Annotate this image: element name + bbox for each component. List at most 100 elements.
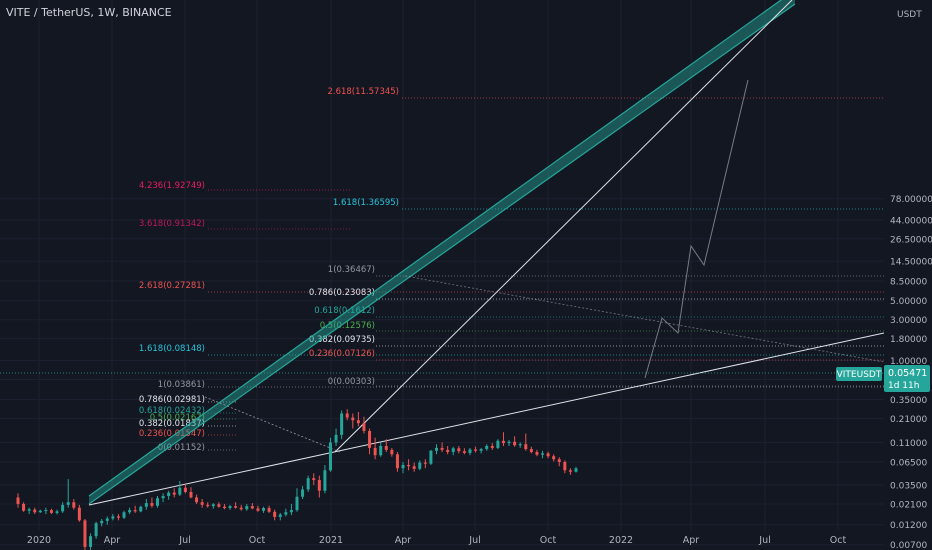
candle [44, 507, 48, 515]
fib-level-label: 1(0.03861) [158, 380, 205, 390]
candle [72, 498, 76, 510]
candle [133, 505, 137, 513]
fib-level-label: 0.5(0.12576) [320, 321, 375, 331]
candle [245, 503, 249, 511]
candle [568, 468, 572, 475]
candle [479, 447, 483, 454]
fib-level-label: 0.236(0.07126) [309, 349, 375, 359]
candle [161, 493, 165, 503]
candle [100, 519, 104, 527]
time-tick-label: Jul [758, 535, 770, 546]
candle [195, 494, 199, 504]
candle [423, 459, 427, 469]
price-tick-label: 26.50000 [890, 235, 932, 245]
candle [563, 460, 567, 474]
grid-lines [0, 0, 884, 546]
candle [541, 450, 545, 459]
candle [418, 460, 422, 471]
fibonacci-levels: 2.618(11.57345) 4.236(1.92749) 1.618(1.365… [139, 87, 884, 453]
price-tick-label: 0.11000 [890, 439, 927, 449]
price-tick-label: 0.06500 [890, 458, 927, 468]
candle [22, 502, 26, 512]
channel-lower-line [88, 3, 796, 505]
candle [27, 507, 31, 515]
trend-lines [0, 0, 885, 506]
candle [156, 496, 159, 508]
fib-level-label: 0(0.00303) [328, 377, 375, 387]
price-tick-label: 14.50000 [890, 258, 932, 268]
fib-level-label: 3.618(0.91342) [139, 219, 205, 229]
projection-path [644, 79, 749, 379]
time-tick-label: Oct [540, 535, 557, 546]
candle [289, 503, 293, 516]
time-tick-label: Jul [468, 535, 480, 546]
candle [468, 447, 472, 456]
green-channel [89, 0, 795, 504]
candle [178, 480, 182, 497]
candle [429, 449, 433, 465]
candle [66, 479, 70, 508]
candle [49, 508, 53, 515]
candle [83, 519, 87, 550]
candle [267, 505, 271, 513]
candle [323, 464, 327, 494]
fib-anchor-line [204, 396, 341, 453]
price-tick-label: 1.00000 [890, 357, 927, 367]
price-badge-value: 0.05471 [888, 368, 927, 379]
candle [373, 437, 377, 460]
candle [77, 504, 81, 522]
fib-level-label: 0.5(0.02167) [150, 413, 205, 423]
candle [334, 428, 338, 446]
price-tick-label: 78.00000 [890, 195, 932, 205]
fib-level-label: 4.236(1.92749) [139, 181, 205, 191]
fib-level-label: 0.618(0.02432) [139, 406, 205, 416]
steep-trendline [334, 0, 793, 453]
fib-level-label: 0.786(0.23083) [309, 288, 375, 298]
candle [217, 502, 221, 508]
candle [507, 439, 511, 446]
candle [457, 446, 461, 454]
candle [94, 521, 98, 539]
candle [33, 507, 37, 515]
candle [144, 498, 148, 510]
fib-level-label: 2.618(11.57345) [327, 87, 399, 97]
candle [490, 443, 494, 450]
candle [312, 473, 316, 485]
candle [306, 475, 310, 492]
fib-level-label: 0(0.01152) [158, 443, 205, 453]
candle [16, 493, 20, 508]
candle [239, 504, 243, 511]
candle [501, 432, 505, 446]
candle [518, 442, 522, 448]
candle [273, 509, 277, 521]
candle [435, 444, 438, 455]
price-tick-label: 0.00700 [890, 541, 927, 550]
time-tick-label: 2021 [319, 535, 343, 546]
time-tick-label: Jul [178, 535, 190, 546]
candle [384, 439, 388, 453]
candle [524, 433, 528, 451]
candle [183, 483, 187, 494]
candlestick-series [16, 409, 578, 550]
candle [55, 509, 59, 515]
candle [351, 413, 355, 429]
price-axis: 78.00000 44.00000 26.50000 14.50000 8.50000 5… [884, 0, 932, 550]
candle [462, 448, 466, 455]
candle [474, 446, 478, 453]
price-badge-bg [884, 365, 930, 392]
fib-level-label: 0.618(0.1612) [314, 306, 375, 316]
candle [485, 444, 489, 451]
candle [116, 514, 120, 521]
candle [401, 461, 405, 474]
channel-upper-line [88, 0, 783, 497]
candle [200, 498, 204, 508]
candle [128, 507, 132, 515]
price-tick-label: 0.03500 [890, 481, 927, 491]
candle [211, 503, 215, 509]
price-tick-label: 0.01200 [890, 521, 927, 531]
candle [167, 490, 171, 500]
candle [278, 512, 282, 521]
fib-level-label: 2.618(0.27281) [139, 281, 205, 291]
candle [345, 409, 349, 421]
